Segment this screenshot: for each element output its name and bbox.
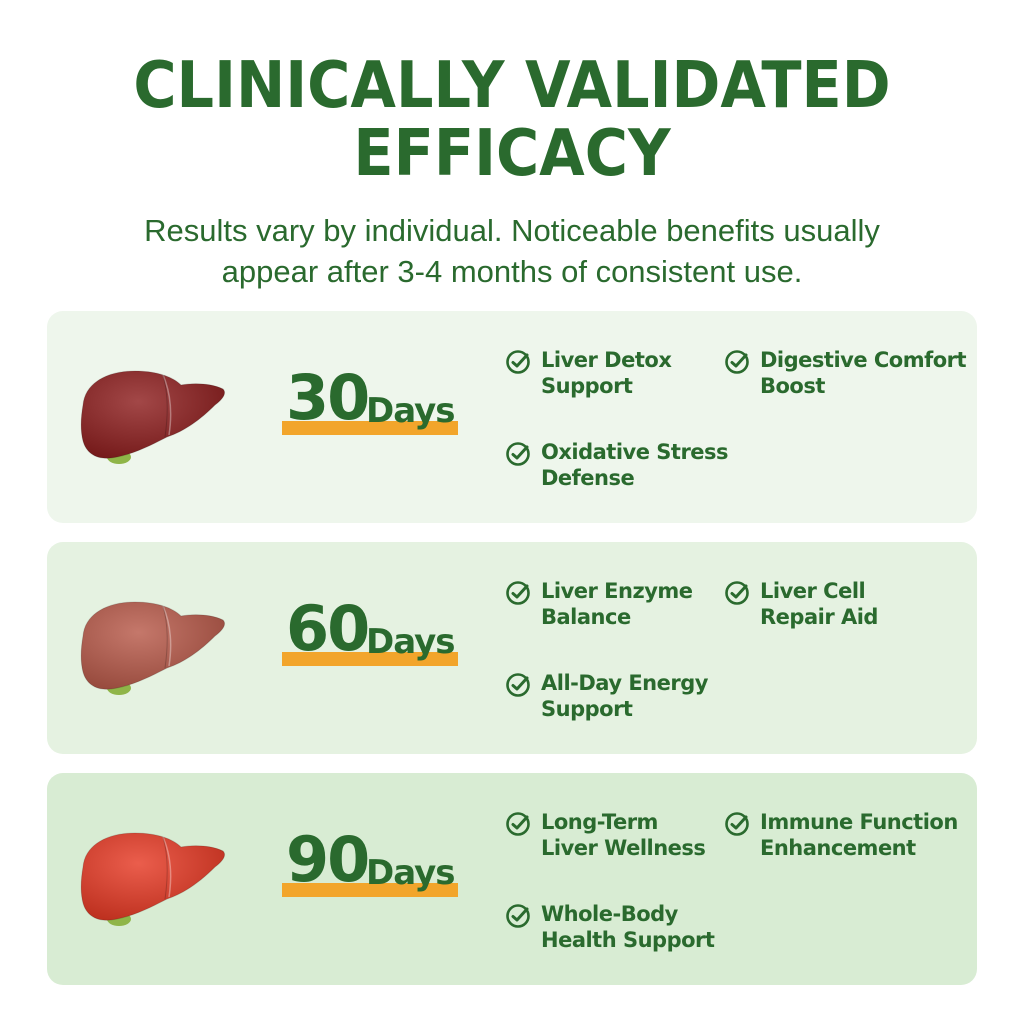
- days-number: 90: [286, 823, 370, 896]
- stage-card-30: 30 Days Liver Detox Support Digestive Co…: [47, 311, 977, 523]
- check-circle-icon: [505, 903, 531, 929]
- days-badge: 60 Days: [282, 594, 462, 674]
- benefit-label-line: Liver Enzyme: [541, 579, 693, 603]
- check-circle-icon: [505, 811, 531, 837]
- benefit-label: All-Day Energy Support: [541, 670, 708, 722]
- subtitle-line-1: Results vary by individual. Noticeable b…: [144, 213, 880, 248]
- subtitle-line-2: appear after 3-4 months of consistent us…: [221, 254, 803, 289]
- benefit-item: Immune Function Enhancement: [724, 809, 974, 861]
- days-number: 30: [286, 361, 370, 434]
- benefit-label-line: Balance: [541, 605, 631, 629]
- benefit-label-line: Liver Wellness: [541, 836, 706, 860]
- benefit-item: Long-Term Liver Wellness: [505, 809, 755, 861]
- benefit-item: Liver Enzyme Balance: [505, 578, 755, 630]
- benefit-label: Immune Function Enhancement: [760, 809, 958, 861]
- benefit-item: Liver Cell Repair Aid: [724, 578, 974, 630]
- benefit-item: Oxidative Stress Defense: [505, 439, 755, 491]
- benefit-label-line: Oxidative Stress: [541, 440, 729, 464]
- benefit-label-line: Repair Aid: [760, 605, 878, 629]
- benefit-label: Long-Term Liver Wellness: [541, 809, 706, 861]
- page-title: CLINICALLY VALIDATED EFFICACY: [41, 52, 983, 188]
- benefit-label: Digestive Comfort Boost: [760, 347, 967, 399]
- check-circle-icon: [505, 349, 531, 375]
- stage-card-90: 90 Days Long-Term Liver Wellness Immune …: [47, 773, 977, 985]
- days-number: 60: [286, 592, 370, 665]
- days-highlight-bar: [282, 883, 458, 897]
- benefit-label-line: Enhancement: [760, 836, 916, 860]
- benefit-label-line: Defense: [541, 466, 635, 490]
- benefit-label-line: Long-Term: [541, 810, 658, 834]
- benefit-label-line: All-Day Energy: [541, 671, 708, 695]
- benefit-label-line: Support: [541, 374, 633, 398]
- stage-card-60: 60 Days Liver Enzyme Balance Liver Cell …: [47, 542, 977, 754]
- days-badge: 90 Days: [282, 825, 462, 905]
- benefit-label-line: Boost: [760, 374, 825, 398]
- benefit-label-line: Support: [541, 697, 633, 721]
- benefit-item: All-Day Energy Support: [505, 670, 755, 722]
- check-circle-icon: [724, 811, 750, 837]
- days-highlight-bar: [282, 421, 458, 435]
- days-highlight-bar: [282, 652, 458, 666]
- days-unit: Days: [366, 853, 456, 893]
- benefit-label-line: Health Support: [541, 928, 715, 952]
- benefit-item: Liver Detox Support: [505, 347, 755, 399]
- subtitle: Results vary by individual. Noticeable b…: [80, 210, 944, 292]
- benefit-label-line: Whole-Body: [541, 902, 678, 926]
- benefit-label-line: Immune Function: [760, 810, 958, 834]
- liver-icon: [77, 596, 229, 700]
- benefit-label: Whole-Body Health Support: [541, 901, 715, 953]
- check-circle-icon: [724, 349, 750, 375]
- benefit-label: Oxidative Stress Defense: [541, 439, 729, 491]
- liver-icon: [77, 827, 229, 931]
- check-circle-icon: [505, 672, 531, 698]
- days-unit: Days: [366, 622, 456, 662]
- days-unit: Days: [366, 391, 456, 431]
- check-circle-icon: [505, 441, 531, 467]
- days-badge: 30 Days: [282, 363, 462, 443]
- check-circle-icon: [724, 580, 750, 606]
- benefit-label: Liver Enzyme Balance: [541, 578, 693, 630]
- check-circle-icon: [505, 580, 531, 606]
- benefit-label: Liver Detox Support: [541, 347, 672, 399]
- benefit-label-line: Liver Cell: [760, 579, 866, 603]
- title-line-2: EFFICACY: [353, 117, 671, 191]
- benefit-item: Whole-Body Health Support: [505, 901, 755, 953]
- liver-icon: [77, 365, 229, 469]
- benefit-item: Digestive Comfort Boost: [724, 347, 974, 399]
- benefit-label-line: Liver Detox: [541, 348, 672, 372]
- benefit-label: Liver Cell Repair Aid: [760, 578, 878, 630]
- benefit-label-line: Digestive Comfort: [760, 348, 967, 372]
- title-line-1: CLINICALLY VALIDATED: [133, 49, 891, 123]
